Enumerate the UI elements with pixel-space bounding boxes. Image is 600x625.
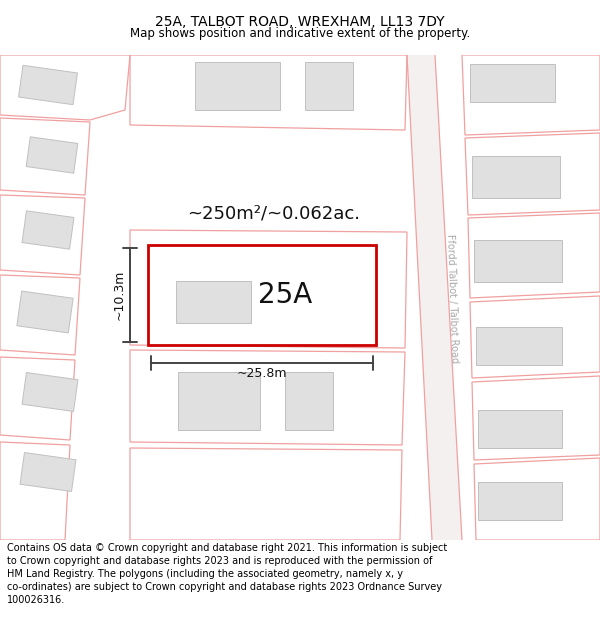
Polygon shape (22, 372, 78, 411)
Bar (470, 64, 555, 102)
Bar (476, 327, 562, 365)
Bar (178, 372, 260, 430)
Bar (478, 482, 562, 520)
Bar (195, 62, 280, 110)
Text: Contains OS data © Crown copyright and database right 2021. This information is : Contains OS data © Crown copyright and d… (7, 542, 448, 606)
Bar (472, 156, 560, 198)
Bar (148, 245, 376, 345)
Bar (474, 240, 562, 282)
Polygon shape (407, 55, 462, 540)
Bar (176, 281, 251, 323)
Text: ~25.8m: ~25.8m (237, 367, 287, 380)
Polygon shape (20, 452, 76, 491)
Text: ~10.3m: ~10.3m (113, 270, 126, 320)
Text: ~250m²/~0.062ac.: ~250m²/~0.062ac. (187, 205, 360, 223)
Polygon shape (19, 66, 77, 104)
Polygon shape (22, 211, 74, 249)
Bar (478, 410, 562, 448)
Bar (305, 62, 353, 110)
Text: Map shows position and indicative extent of the property.: Map shows position and indicative extent… (130, 27, 470, 39)
Polygon shape (26, 137, 78, 173)
Bar (285, 372, 333, 430)
Polygon shape (17, 291, 73, 333)
Text: 25A: 25A (257, 281, 312, 309)
Text: Ffordd Talbot / Talbot Road: Ffordd Talbot / Talbot Road (445, 233, 459, 362)
Text: 25A, TALBOT ROAD, WREXHAM, LL13 7DY: 25A, TALBOT ROAD, WREXHAM, LL13 7DY (155, 16, 445, 29)
